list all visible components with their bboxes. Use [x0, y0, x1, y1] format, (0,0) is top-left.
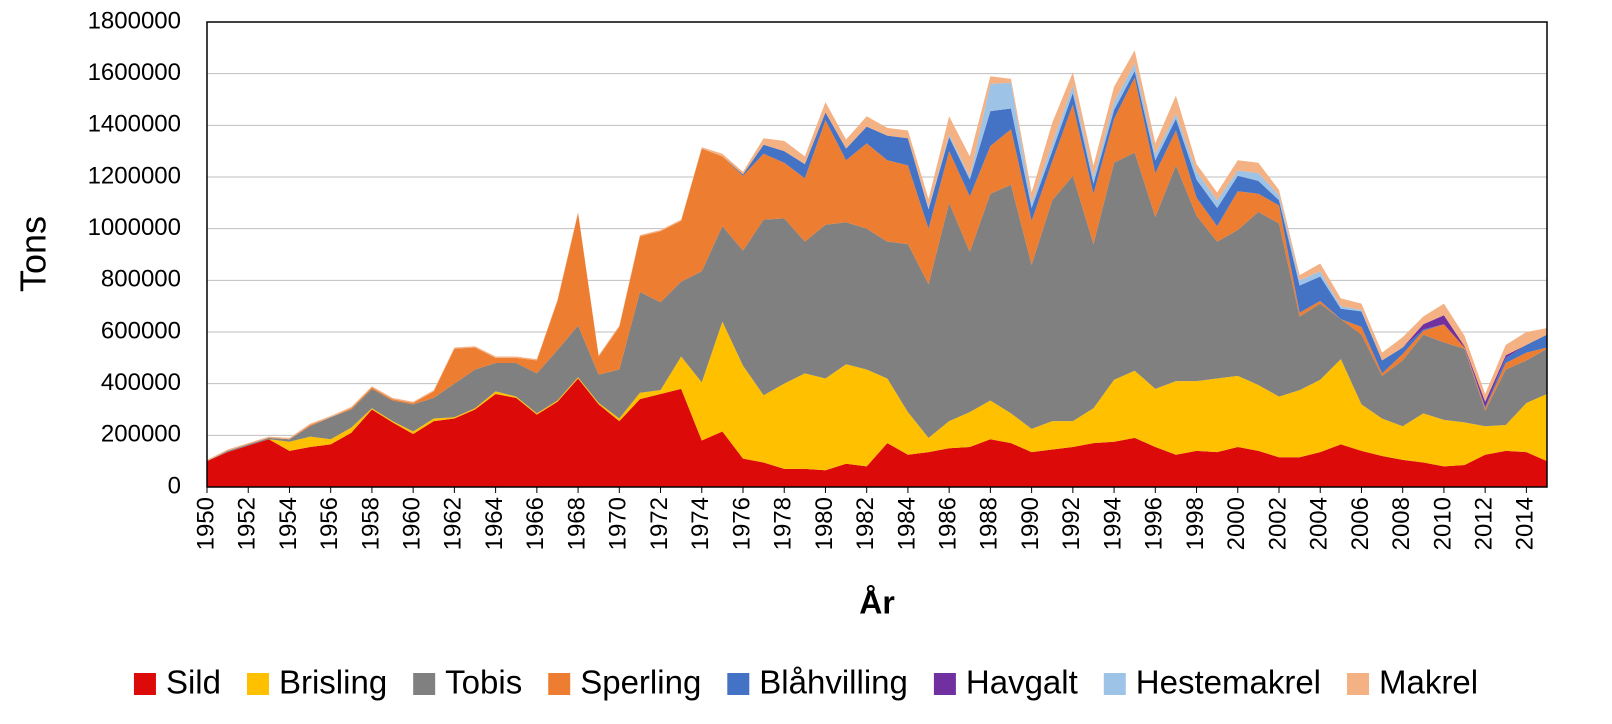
area [207, 152, 1547, 462]
legend-swatch [246, 673, 269, 695]
x-tick-label: 1954 [275, 497, 302, 550]
x-tick-label: 1976 [728, 497, 755, 550]
x-axis-label: År [859, 584, 895, 620]
y-tick-label: 1200000 [88, 162, 181, 189]
y-axis-label: Tons [13, 216, 54, 292]
x-tick-label: 1994 [1099, 497, 1126, 550]
y-tick-label: 600000 [101, 317, 181, 344]
area [207, 77, 1547, 462]
x-tick-label: 1964 [481, 497, 508, 550]
x-tick-label: 2004 [1306, 497, 1333, 550]
legend-label: Sperling [580, 664, 701, 701]
x-tick-label: 1978 [770, 497, 797, 550]
x-tick-label: 1950 [192, 497, 219, 550]
x-tick-label: 1990 [1017, 497, 1044, 550]
x-tick-label: 1980 [811, 497, 838, 550]
x-tick-label: 2000 [1223, 497, 1250, 550]
legend-label: Hestemakrel [1136, 664, 1321, 701]
x-tick-label: 2012 [1470, 497, 1497, 550]
x-tick-label: 1986 [934, 497, 961, 550]
area [207, 71, 1547, 462]
legend-label: Tobis [445, 664, 522, 701]
x-tick-label: 2002 [1264, 497, 1291, 550]
legend-label: Havgalt [966, 664, 1078, 701]
legend-swatch [133, 673, 156, 695]
legend-swatch [727, 673, 750, 695]
x-tick-label: 1972 [646, 497, 673, 550]
y-tick-label: 200000 [101, 421, 181, 448]
legend-swatch [1103, 673, 1126, 695]
x-tick-label: 1958 [357, 497, 384, 550]
x-tick-label: 1960 [398, 497, 425, 550]
x-tick-label: 1968 [563, 497, 590, 550]
y-tick-label: 800000 [101, 266, 181, 293]
x-tick-label: 1984 [893, 497, 920, 550]
x-tick-label: 2010 [1429, 497, 1456, 550]
x-tick-label: 1998 [1182, 497, 1209, 550]
x-tick-label: 1974 [687, 497, 714, 550]
y-tick-label: 1800000 [88, 7, 181, 34]
x-tick-label: 1988 [976, 497, 1003, 550]
area [207, 321, 1547, 471]
x-tick-label: 1996 [1141, 497, 1168, 550]
legend-label: Sild [166, 664, 221, 701]
area [207, 378, 1547, 487]
plot-frame [206, 21, 1548, 488]
y-tick-label: 1400000 [88, 111, 181, 138]
x-tick-label: 1962 [440, 497, 467, 550]
x-tick-label: 1966 [522, 497, 549, 550]
y-tick-label: 1600000 [88, 59, 181, 86]
legend-label: Makrel [1379, 664, 1478, 701]
legend-swatch [413, 673, 436, 695]
y-tick-label: 400000 [101, 369, 181, 396]
legend-swatch [933, 673, 956, 695]
x-tick-label: 2008 [1388, 497, 1415, 550]
x-tick-label: 1982 [852, 497, 879, 550]
legend-swatch [548, 673, 571, 695]
x-tick-label: 1952 [234, 497, 261, 550]
x-tick-label: 1970 [605, 497, 632, 550]
y-tick-label: 0 [168, 472, 181, 499]
x-tick-label: 1992 [1058, 497, 1085, 550]
y-tick-label: 1000000 [88, 214, 181, 241]
legend-label: Blåhvilling [759, 664, 908, 701]
legend-swatch [1347, 673, 1370, 695]
x-tick-label: 2014 [1512, 497, 1539, 550]
legend-label: Brisling [279, 664, 387, 701]
x-tick-label: 2006 [1347, 497, 1374, 550]
x-tick-label: 1956 [316, 497, 343, 550]
